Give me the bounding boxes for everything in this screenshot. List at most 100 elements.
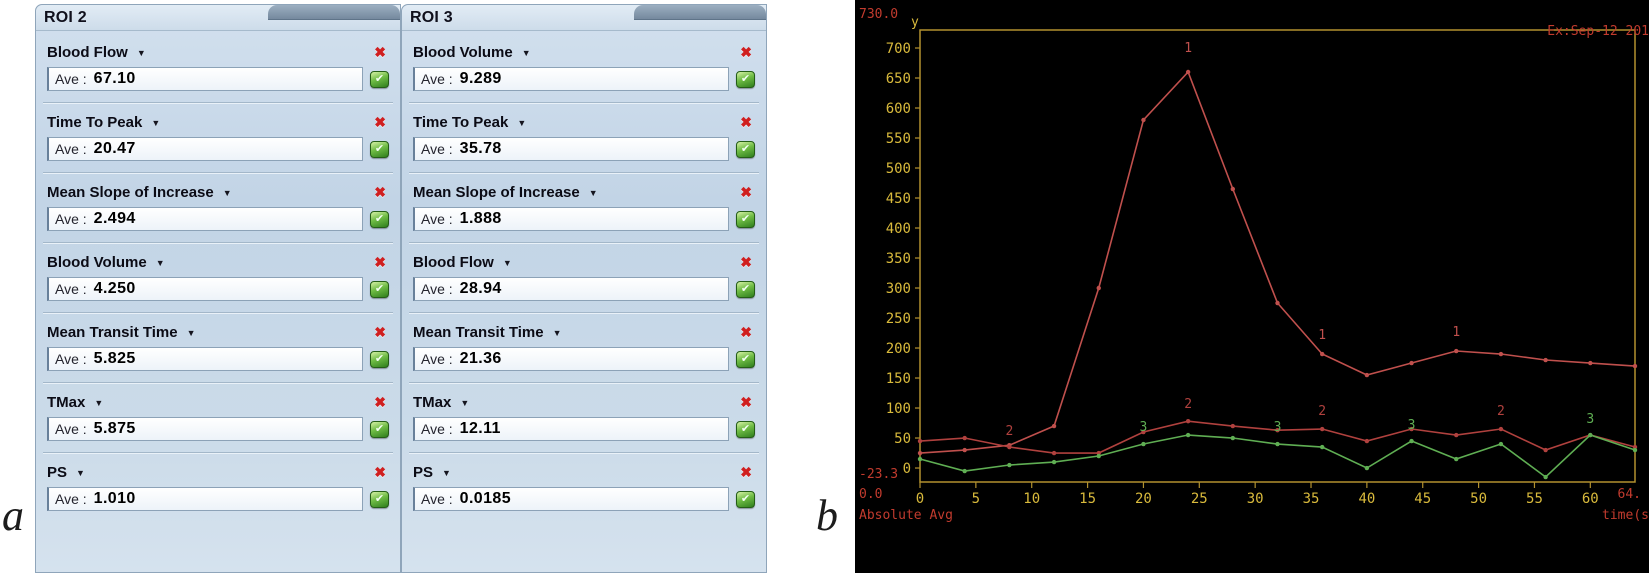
- param-label: Blood Volume: [413, 43, 513, 61]
- chevron-down-icon[interactable]: ▼: [517, 118, 527, 128]
- param-ave-label: Ave :: [55, 351, 87, 367]
- remove-icon[interactable]: ✖: [374, 463, 386, 480]
- chevron-down-icon[interactable]: ▼: [552, 328, 562, 338]
- svg-text:0: 0: [903, 461, 911, 477]
- remove-icon[interactable]: ✖: [374, 323, 386, 340]
- apply-check-icon[interactable]: ✔: [370, 350, 389, 368]
- svg-text:500: 500: [886, 161, 911, 177]
- remove-icon[interactable]: ✖: [374, 183, 386, 200]
- param-value-row: Ave : 1.010 ✔: [47, 487, 389, 511]
- apply-check-icon[interactable]: ✔: [736, 490, 755, 508]
- param-value: 20.47: [93, 140, 136, 157]
- apply-check-icon[interactable]: ✔: [736, 210, 755, 228]
- remove-icon[interactable]: ✖: [740, 113, 752, 130]
- apply-check-icon[interactable]: ✔: [736, 280, 755, 298]
- remove-icon[interactable]: ✖: [740, 463, 752, 480]
- param-value: 12.11: [459, 420, 501, 437]
- param-value-row: Ave : 67.10 ✔: [47, 67, 389, 91]
- ave-value-box: Ave : 67.10: [47, 67, 363, 91]
- param-value: 1.010: [93, 490, 136, 507]
- chevron-down-icon[interactable]: ▼: [442, 468, 451, 478]
- param-label-row: Blood Flow ▼ ✖: [47, 42, 389, 62]
- roi-tab[interactable]: [634, 5, 766, 20]
- roi-parameter: Mean Transit Time ▼ ✖ Ave : 21.36 ✔: [409, 312, 759, 382]
- param-ave-label: Ave :: [421, 421, 453, 437]
- ave-value-box: Ave : 0.0185: [413, 487, 729, 511]
- apply-check-icon[interactable]: ✔: [736, 140, 755, 158]
- svg-text:600: 600: [886, 101, 911, 117]
- apply-check-icon[interactable]: ✔: [736, 70, 755, 88]
- param-ave-label: Ave :: [55, 421, 87, 437]
- svg-text:650: 650: [886, 71, 911, 87]
- chevron-down-icon[interactable]: ▼: [76, 468, 85, 478]
- roi-panel: ROI 2 Blood Flow ▼ ✖ Ave : 67.10 ✔ Time …: [35, 4, 401, 573]
- perfusion-chart: 0 5 10 15 20 25 30 35 40 45 50 55 60 0 50 100 150 200 250 3…: [855, 0, 1649, 573]
- param-value-row: Ave : 9.289 ✔: [413, 67, 755, 91]
- param-ave-label: Ave :: [421, 351, 453, 367]
- param-value: 9.289: [459, 70, 502, 87]
- apply-check-icon[interactable]: ✔: [370, 280, 389, 298]
- param-label-row: Mean Transit Time ▼ ✖: [47, 322, 389, 342]
- remove-icon[interactable]: ✖: [740, 43, 752, 60]
- param-value: 28.94: [459, 280, 502, 297]
- chevron-down-icon[interactable]: ▼: [155, 258, 165, 268]
- chevron-down-icon[interactable]: ▼: [94, 398, 104, 408]
- param-value-row: Ave : 2.494 ✔: [47, 207, 389, 231]
- remove-icon[interactable]: ✖: [374, 393, 386, 410]
- apply-check-icon[interactable]: ✔: [370, 140, 389, 158]
- param-label: PS: [47, 463, 68, 481]
- remove-icon[interactable]: ✖: [740, 183, 752, 200]
- param-label: Time To Peak: [413, 113, 509, 131]
- param-ave-label: Ave :: [55, 211, 87, 227]
- chevron-down-icon[interactable]: ▼: [502, 258, 512, 268]
- roi-parameter: Blood Volume ▼ ✖ Ave : 9.289 ✔: [409, 33, 759, 102]
- apply-check-icon[interactable]: ✔: [370, 420, 389, 438]
- param-label: Blood Flow: [47, 43, 128, 61]
- param-label-row: TMax ▼ ✖: [47, 392, 389, 412]
- remove-icon[interactable]: ✖: [740, 323, 752, 340]
- roi-parameter: TMax ▼ ✖ Ave : 5.875 ✔: [43, 382, 393, 452]
- remove-icon[interactable]: ✖: [740, 393, 752, 410]
- roi-body: Blood Volume ▼ ✖ Ave : 9.289 ✔ Time To P…: [402, 31, 766, 522]
- remove-icon[interactable]: ✖: [374, 253, 386, 270]
- chart-y-axis-name: y: [911, 15, 919, 30]
- param-label: Time To Peak: [47, 113, 143, 131]
- param-value-row: Ave : 21.36 ✔: [413, 347, 755, 371]
- svg-text:550: 550: [886, 131, 911, 147]
- chevron-down-icon[interactable]: ▼: [186, 328, 196, 338]
- chevron-down-icon[interactable]: ▼: [521, 48, 531, 58]
- svg-text:3: 3: [1408, 418, 1416, 433]
- param-value: 5.825: [93, 350, 136, 367]
- svg-text:40: 40: [1358, 491, 1375, 507]
- param-value: 5.875: [93, 420, 136, 437]
- remove-icon[interactable]: ✖: [374, 43, 386, 60]
- figure-label-b: b: [816, 491, 838, 540]
- chevron-down-icon[interactable]: ▼: [588, 188, 598, 198]
- chevron-down-icon[interactable]: ▼: [136, 48, 146, 58]
- svg-text:2: 2: [1184, 397, 1192, 412]
- remove-icon[interactable]: ✖: [740, 253, 752, 270]
- apply-check-icon[interactable]: ✔: [736, 350, 755, 368]
- apply-check-icon[interactable]: ✔: [370, 210, 389, 228]
- param-value-row: Ave : 4.250 ✔: [47, 277, 389, 301]
- svg-text:5: 5: [972, 491, 980, 507]
- param-ave-label: Ave :: [55, 71, 87, 87]
- apply-check-icon[interactable]: ✔: [736, 420, 755, 438]
- param-value: 1.888: [459, 210, 502, 227]
- chevron-down-icon[interactable]: ▼: [222, 188, 232, 198]
- apply-check-icon[interactable]: ✔: [370, 490, 389, 508]
- param-ave-label: Ave :: [421, 141, 453, 157]
- svg-text:200: 200: [886, 341, 911, 357]
- apply-check-icon[interactable]: ✔: [370, 70, 389, 88]
- roi-tab[interactable]: [268, 5, 400, 20]
- param-label: Blood Volume: [47, 253, 147, 271]
- param-label-row: Mean Slope of Increase ▼ ✖: [413, 182, 755, 202]
- param-label: Mean Slope of Increase: [413, 183, 580, 201]
- param-value: 21.36: [459, 350, 502, 367]
- roi-parameter: PS ▼ ✖ Ave : 1.010 ✔: [43, 452, 393, 522]
- remove-icon[interactable]: ✖: [374, 113, 386, 130]
- chevron-down-icon[interactable]: ▼: [151, 118, 161, 128]
- param-ave-label: Ave :: [55, 141, 87, 157]
- param-label-row: Mean Transit Time ▼ ✖: [413, 322, 755, 342]
- chevron-down-icon[interactable]: ▼: [460, 398, 470, 408]
